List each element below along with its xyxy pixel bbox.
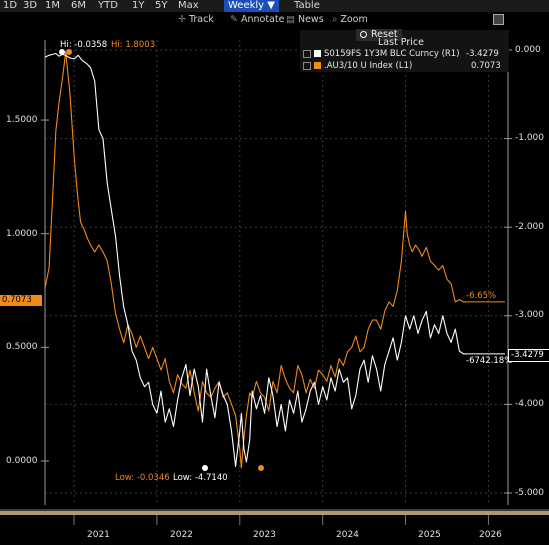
left-tick-label: 1.0000: [6, 229, 38, 239]
x-tick-label: 2026: [479, 530, 502, 540]
right-tick-label: -1.000: [515, 133, 545, 143]
right-tick-label: -2.000: [515, 222, 545, 232]
reset-button[interactable]: Reset: [356, 29, 402, 41]
range-max-button[interactable]: Max: [178, 0, 199, 11]
change-white-label: -6742.18%: [466, 356, 513, 366]
series-line-white: [44, 52, 468, 467]
crosshair-icon: ✛: [178, 14, 186, 25]
low-orange-label: Low: -0.0346: [115, 473, 170, 483]
legend-row-orange[interactable]: .AU3/10 U Index (L1): [303, 61, 412, 71]
left-tick-label: 0.5000: [6, 342, 38, 352]
hi-orange-label: Hi: 1.8003: [111, 40, 156, 50]
range-1y-button[interactable]: 1Y: [132, 0, 145, 11]
range-6m-button[interactable]: 6M: [71, 0, 86, 11]
left-tick-label: 0.0000: [6, 456, 38, 466]
x-tick-label: 2022: [170, 530, 193, 540]
hi-marker-orange: [66, 49, 72, 55]
range-1m-button[interactable]: 1M: [45, 0, 60, 11]
legend-row-white[interactable]: S0159FS 1Y3M BLC Curncy (R1): [303, 49, 460, 59]
series-swatch: [314, 50, 321, 57]
range-1d-button[interactable]: 1D: [3, 0, 18, 11]
magnifier-icon: ⌕: [332, 14, 338, 25]
annotate-button[interactable]: ✎ Annotate: [230, 14, 285, 25]
series-line-orange: [44, 51, 468, 469]
series-swatch: [314, 62, 321, 69]
checkbox-icon[interactable]: [303, 61, 311, 70]
change-orange-label: -6.65%: [466, 291, 497, 301]
low-marker-orange: [258, 465, 264, 471]
x-tick-label: 2024: [336, 530, 359, 540]
track-button[interactable]: ✛ Track: [178, 14, 214, 25]
legend-panel: [300, 30, 509, 72]
low-white-label: Low: -4.7140: [173, 473, 228, 483]
right-tick-label: -3.000: [515, 310, 545, 320]
hi-white-label: Hi: -0.0358: [60, 40, 108, 50]
zoom-button[interactable]: ⌕ Zoom: [332, 14, 368, 25]
checkbox-icon[interactable]: [303, 49, 311, 58]
chart-plot: [0, 40, 549, 525]
right-tick-label: 0.000: [515, 45, 541, 55]
radio-icon: [360, 31, 367, 38]
period-select[interactable]: Weekly ▼: [224, 0, 279, 12]
left-last-price-flag: 0.7073: [0, 295, 42, 306]
legend-value-white: -3.4279: [466, 49, 499, 59]
low-marker-white: [202, 465, 208, 471]
time-scrollbar: [0, 511, 549, 515]
right-tick-label: -4.000: [515, 399, 545, 409]
panel-toggle-icon[interactable]: [493, 14, 504, 25]
x-tick-label: 2021: [87, 530, 110, 540]
news-icon: ▤: [286, 14, 295, 25]
x-tick-label: 2025: [418, 530, 441, 540]
table-button[interactable]: Table: [294, 0, 320, 11]
pencil-icon: ✎: [230, 14, 238, 25]
legend-value-orange: 0.7073: [471, 61, 501, 71]
range-5y-button[interactable]: 5Y: [155, 0, 168, 11]
left-tick-label: 1.5000: [6, 115, 38, 125]
x-tick-label: 2023: [253, 530, 276, 540]
news-button[interactable]: ▤ News: [286, 14, 324, 25]
right-last-price-flag: -3.4279: [508, 349, 549, 362]
range-3d-button[interactable]: 3D: [23, 0, 38, 11]
chart-tools-bar: [0, 12, 549, 28]
right-tick-label: -5.000: [515, 488, 545, 498]
hi-marker-white: [59, 49, 65, 55]
range-ytd-button[interactable]: YTD: [98, 0, 118, 11]
legend-header: Last Price: [378, 37, 424, 48]
